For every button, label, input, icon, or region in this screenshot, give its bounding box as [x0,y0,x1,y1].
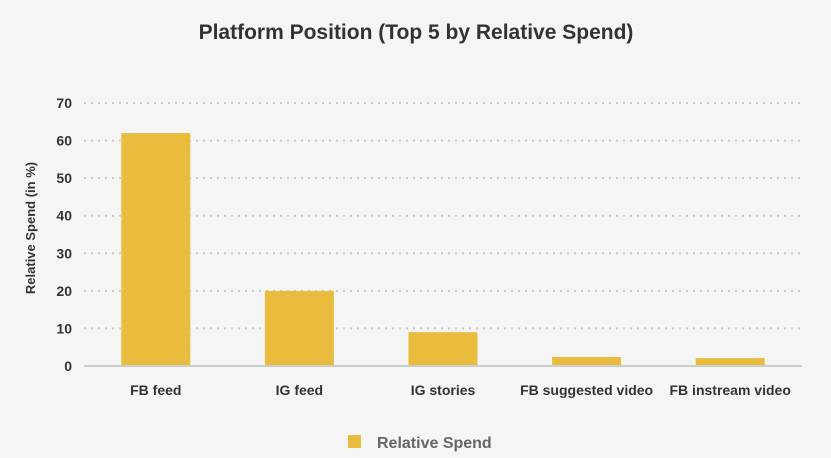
y-tick-label: 0 [64,358,72,374]
y-tick-label: 10 [56,320,72,336]
bar[interactable] [264,290,334,366]
y-tick-labels: 0 10 20 30 40 50 60 70 [56,95,72,374]
y-tick-label: 50 [56,170,72,186]
chart-title: Platform Position (Top 5 by Relative Spe… [199,21,634,44]
x-tick-label: FB suggested video [520,382,653,398]
legend-swatch [348,435,361,448]
y-tick-label: 70 [56,95,72,111]
y-tick-label: 40 [56,208,72,224]
bar[interactable] [552,356,622,366]
x-tick-label: IG feed [276,382,323,398]
y-tick-label: 60 [56,133,72,149]
y-tick-label: 30 [56,245,72,261]
bar[interactable] [408,332,478,366]
legend[interactable]: Relative Spend [348,435,492,452]
bar[interactable] [695,358,765,366]
bar[interactable] [121,133,191,366]
bars [121,133,765,366]
y-tick-label: 20 [56,283,72,299]
gridlines [84,102,802,330]
legend-label: Relative Spend [377,435,492,452]
x-tick-label: IG stories [411,382,476,398]
x-tick-label: FB feed [130,382,181,398]
x-tick-label: FB instream video [670,382,791,398]
x-tick-labels: FB feed IG feed IG stories FB suggested vid… [130,382,791,398]
y-axis-label: Relative Spend (in %) [23,162,38,294]
